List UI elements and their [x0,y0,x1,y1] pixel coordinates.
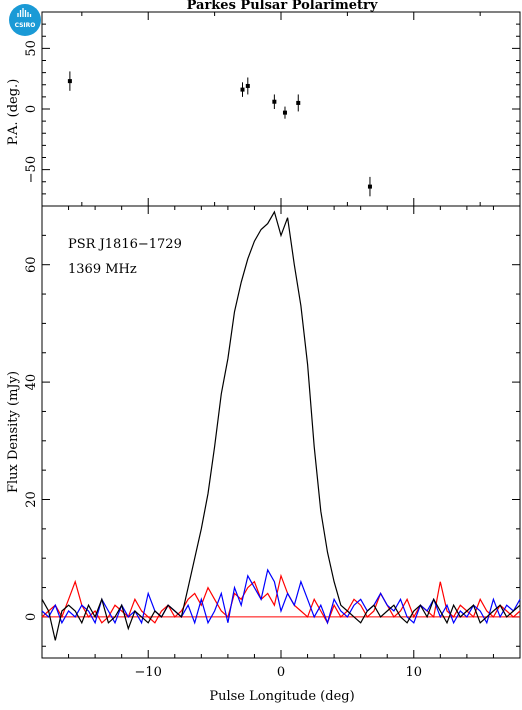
flux-y-axis-label: Flux Density (mJy) [6,371,21,493]
pulsar-name-annotation: PSR J1816−1729 [68,237,182,252]
flux-y-tick-label: 60 [24,256,39,273]
flux-panel: 0 20 40 60 −10 0 10 PSR J1816−1729 1369 MHz F… [6,205,521,704]
pa-point [282,110,287,115]
pa-y-tick-label: −50 [24,156,39,183]
flux-y-tick-label: 40 [24,374,39,391]
pa-y-tick-label: 50 [24,40,39,57]
pa-ticks [42,12,520,206]
flux-x-axis-label: Pulse Longitude (deg) [209,689,354,704]
total-intensity-line [41,210,521,641]
pa-point [245,83,250,88]
pa-y-tick-label: 0 [24,105,39,113]
flux-y-tick-labels: 0 20 40 60 [24,256,39,621]
flux-x-tick-labels: −10 0 10 [135,665,423,680]
pa-point [272,99,277,104]
linear-polarization-line [41,573,521,625]
frequency-annotation: 1369 MHz [68,262,137,277]
pa-panel: Parkes Pulsar Polarimetry −50 0 50 P.A. (d… [6,0,521,207]
pa-points [67,71,372,197]
flux-y-tick-label: 0 [24,613,39,621]
flux-series [41,210,521,641]
pa-point [367,184,372,189]
flux-x-tick-label: 0 [277,665,285,680]
flux-y-tick-label: 20 [24,491,39,508]
pa-y-axis-label: P.A. (deg.) [6,79,21,146]
pa-point [67,79,72,84]
pa-frame [41,11,521,207]
flux-x-tick-label: 10 [406,665,423,680]
pa-point [240,87,245,92]
pa-point [296,100,301,105]
logo-text: CSIRO [15,22,36,29]
flux-x-tick-label: −10 [135,665,162,680]
pa-y-tick-labels: −50 0 50 [24,40,39,183]
csiro-logo: CSIRO [9,4,41,36]
chart-title: Parkes Pulsar Polarimetry [187,0,378,13]
